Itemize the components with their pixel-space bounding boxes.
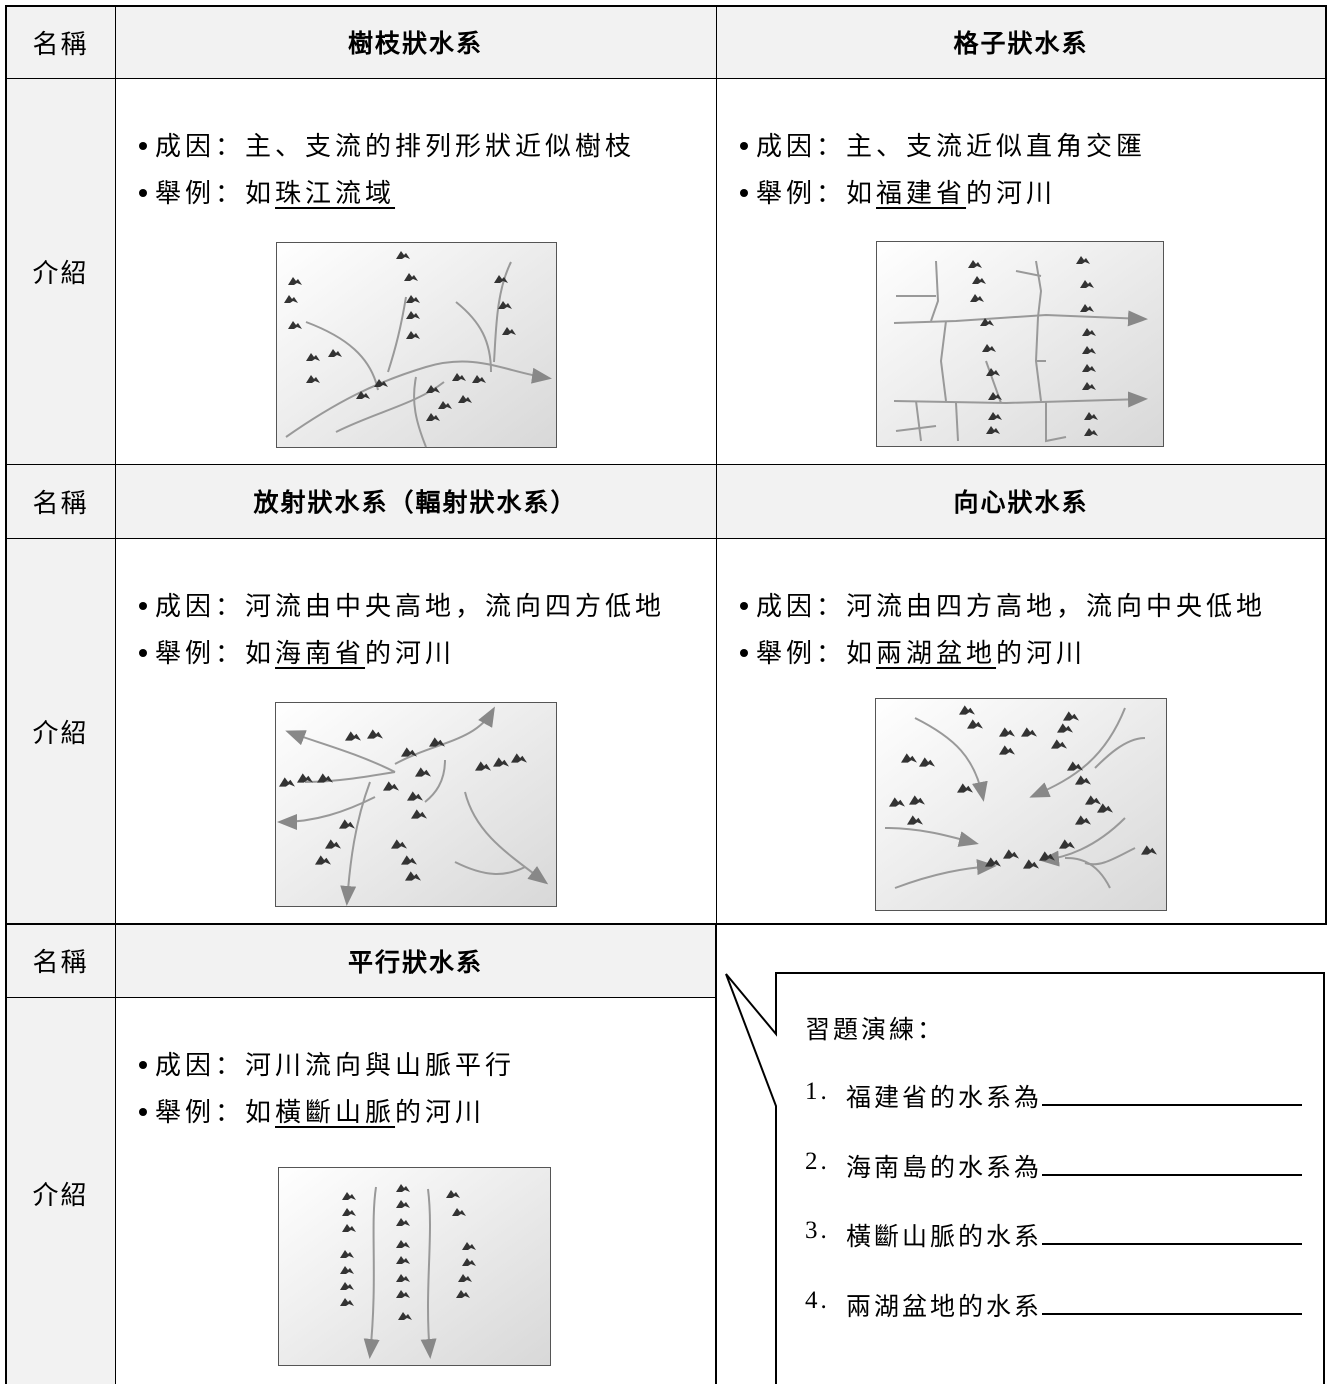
answer-blank: [1042, 1152, 1302, 1176]
item-number: 4.: [805, 1286, 830, 1314]
system-name: 樹枝狀水系: [115, 6, 716, 78]
table-line: [5, 5, 7, 1384]
item-question: 橫斷山脈的水系: [846, 1224, 1043, 1251]
trellis-diagram: [876, 241, 1164, 447]
exercise-callout: [725, 972, 1325, 1384]
example: 舉例：如兩湖盆地的河川: [740, 633, 1086, 670]
table-line: [1325, 5, 1327, 925]
system-name: 放射狀水系（輻射狀水系）: [115, 464, 716, 538]
example-prefix: 舉例：如: [155, 1098, 276, 1127]
item-question: 福建省的水系為: [846, 1085, 1043, 1112]
system-name: 向心狀水系: [716, 464, 1326, 538]
exercise-title: 習題演練：: [805, 1017, 946, 1044]
item-question: 海南島的水系為: [846, 1154, 1043, 1182]
example-suffix: 的河川: [966, 179, 1057, 208]
table-line: [6, 78, 1326, 79]
example-prefix: 舉例：如: [155, 179, 276, 208]
table-line: [6, 997, 716, 998]
table-line: [6, 538, 1326, 539]
table-line: [5, 5, 1327, 7]
example-place: 海南省: [275, 639, 366, 668]
example-suffix: 的河川: [395, 1098, 486, 1127]
item-text: 海南島的水系為: [846, 1148, 1302, 1184]
parallel-diagram: [278, 1167, 551, 1366]
example: 舉例：如福建省的河川: [740, 173, 1056, 210]
example-prefix: 舉例：如: [756, 639, 877, 668]
dendritic-diagram: [276, 242, 557, 448]
example-prefix: 舉例：如: [756, 179, 877, 208]
item-question: 兩湖盆地的水系: [846, 1293, 1043, 1321]
item-number: 3.: [805, 1217, 830, 1244]
system-name: 平行狀水系: [115, 924, 716, 997]
example-suffix: 的河川: [365, 639, 456, 668]
item-number: 2.: [805, 1147, 830, 1175]
example-suffix: 的河川: [996, 639, 1087, 668]
cause: 成因：主、支流的排列形狀近似樹枝: [139, 126, 635, 163]
item-text: 福建省的水系為: [846, 1078, 1302, 1114]
name-label: 名稱: [6, 924, 115, 997]
cause: 成因：河流由四方高地，流向中央低地: [740, 586, 1266, 623]
answer-blank: [1042, 1221, 1302, 1245]
table-line: [115, 5, 116, 1384]
item-text: 橫斷山脈的水系: [846, 1217, 1302, 1253]
intro-label: 介紹: [6, 538, 115, 924]
example-place: 福建省: [876, 179, 967, 208]
table-line: [716, 5, 717, 925]
example-place: 珠江流域: [275, 179, 396, 208]
name-label: 名稱: [6, 6, 115, 78]
name-label: 名稱: [6, 464, 115, 538]
radial-diagram: [275, 702, 557, 907]
table-line: [715, 924, 717, 1384]
answer-blank: [1042, 1082, 1302, 1106]
example-place: 兩湖盆地: [876, 639, 997, 668]
example: 舉例：如珠江流域: [139, 173, 395, 210]
table-line: [6, 464, 1326, 465]
table-line: [6, 923, 1327, 925]
cause: 成因：河川流向與山脈平行: [139, 1045, 515, 1082]
item-number: 1.: [805, 1078, 830, 1105]
answer-blank: [1042, 1291, 1302, 1315]
cause: 成因：河流由中央高地，流向四方低地: [139, 586, 665, 623]
centripetal-diagram: [875, 698, 1167, 911]
item-text: 兩湖盆地的水系: [846, 1287, 1302, 1323]
example-place: 橫斷山脈: [275, 1098, 396, 1127]
intro-label: 介紹: [6, 997, 115, 1384]
example-prefix: 舉例：如: [155, 639, 276, 668]
cause: 成因：主、支流近似直角交匯: [740, 126, 1146, 163]
example: 舉例：如海南省的河川: [139, 633, 455, 670]
example: 舉例：如橫斷山脈的河川: [139, 1092, 485, 1129]
system-name: 格子狀水系: [716, 6, 1326, 78]
intro-label: 介紹: [6, 78, 115, 464]
